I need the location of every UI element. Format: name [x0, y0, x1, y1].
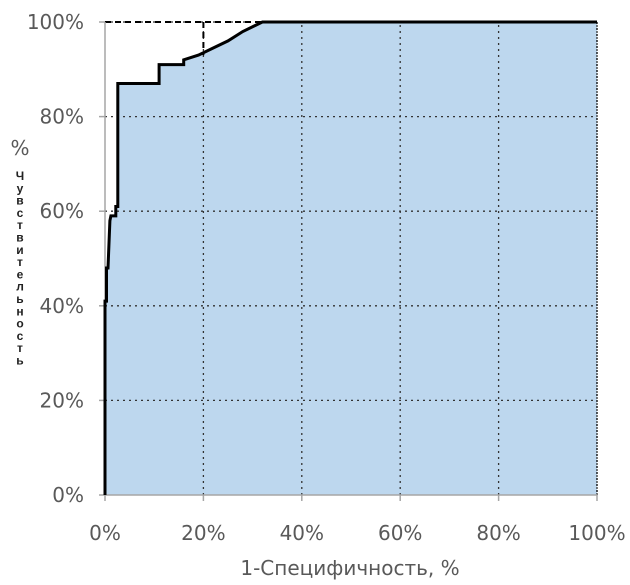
x-tick-label: 60% — [378, 521, 422, 545]
x-tick-label: 0% — [89, 521, 121, 545]
y-tick-label: 100% — [27, 10, 84, 34]
x-axis-title: 1-Специфичность, % — [240, 556, 459, 580]
y-axis-title-letter: ь — [16, 354, 23, 368]
y-tick-label: 60% — [40, 199, 84, 223]
y-tick-label: 40% — [40, 294, 84, 318]
x-tick-label: 100% — [568, 521, 625, 545]
x-tick-label: 20% — [181, 521, 225, 545]
y-tick-label: 0% — [52, 483, 84, 507]
x-tick-label: 80% — [476, 521, 520, 545]
y-axis-unit: % — [10, 136, 29, 160]
y-tick-label: 80% — [40, 105, 84, 129]
auc-area — [105, 22, 597, 495]
y-tick-label: 20% — [40, 388, 84, 412]
x-tick-label: 40% — [280, 521, 324, 545]
